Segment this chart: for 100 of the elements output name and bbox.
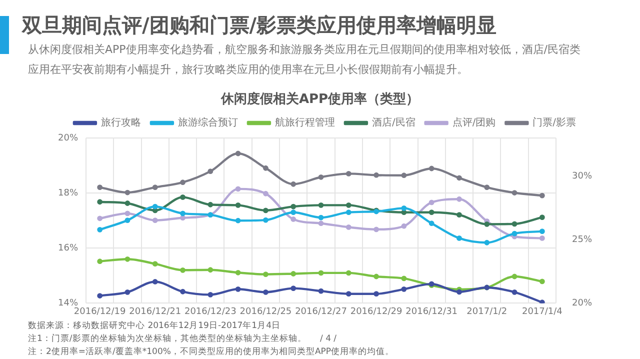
text: 休闲度假相关APP使用率（类型）: [220, 90, 420, 108]
point: [152, 204, 158, 210]
x-tick-label: 2016/12/31: [406, 306, 458, 317]
point: [180, 180, 186, 186]
legend-label: 酒店/民宿: [372, 116, 416, 129]
x-tick-label: 2017/1/2: [466, 306, 508, 317]
point: [124, 218, 130, 224]
y2-tick-label: 25%: [572, 235, 592, 246]
legend-label: 航旅行程管理: [274, 116, 335, 129]
point: [208, 202, 214, 208]
point: [290, 210, 296, 216]
point: [428, 210, 434, 216]
legend-label: 点评/团购: [452, 116, 496, 129]
point: [401, 172, 407, 178]
point: [152, 261, 158, 267]
point: [539, 278, 545, 284]
point: [208, 168, 214, 174]
point: [124, 210, 130, 216]
text: / 4 /: [320, 334, 337, 344]
y2-tick-label: 20%: [572, 298, 592, 309]
point: [124, 200, 130, 206]
y-tick-label: 18%: [58, 188, 78, 198]
point: [152, 279, 158, 284]
point: [318, 270, 324, 276]
point: [318, 214, 324, 220]
point: [512, 190, 518, 196]
point: [484, 221, 490, 227]
point: [318, 288, 324, 294]
x-tick-label: 2016/12/23: [184, 306, 236, 317]
point: [290, 216, 296, 222]
point: [484, 240, 490, 246]
point: [97, 258, 103, 264]
legend-label: 门票/影票: [532, 116, 576, 129]
y-tick-label: 16%: [58, 243, 78, 254]
point: [346, 171, 352, 176]
point: [484, 184, 490, 190]
point: [180, 210, 186, 216]
point: [512, 230, 518, 236]
point: [346, 224, 352, 230]
source-note: 数据来源：移动数据研究中心 2016年12月19日-2017年1月4日: [28, 321, 280, 331]
point: [318, 202, 324, 208]
point: [346, 202, 352, 208]
point: [235, 202, 241, 208]
point: [512, 221, 518, 227]
text: 注：2使用率=活跃率/覆盖率*100%，不同类型应用的使用率为相同类型APP使用率的均值。: [28, 347, 394, 357]
point: [346, 291, 352, 297]
point: [401, 223, 407, 229]
point: [124, 289, 130, 295]
point: [263, 272, 268, 277]
point: [97, 226, 103, 232]
point: [235, 218, 241, 224]
point: [235, 286, 241, 292]
legend-label: 旅游综合预订: [178, 116, 238, 129]
point: [428, 220, 434, 226]
point: [374, 172, 379, 178]
point: [401, 206, 407, 211]
point: [428, 200, 434, 206]
point: [539, 192, 545, 198]
point: [512, 289, 518, 295]
point: [263, 289, 268, 295]
x-tick-label: 2016/12/19: [74, 306, 126, 317]
point: [401, 286, 407, 292]
point: [456, 289, 462, 295]
point: [456, 175, 462, 181]
point: [290, 204, 296, 210]
point: [539, 236, 545, 241]
point: [208, 267, 214, 273]
x-tick-label: 2016/12/27: [295, 306, 347, 317]
y2-tick-label: 30%: [572, 171, 592, 182]
point: [374, 291, 379, 297]
point: [235, 186, 241, 192]
point: [263, 165, 268, 171]
point: [428, 166, 434, 172]
point: [263, 208, 268, 214]
point: [235, 150, 241, 156]
point: [456, 212, 462, 218]
x-tick-label: 2017/1/4: [522, 306, 563, 317]
point: [180, 215, 186, 221]
chart-subtitle: 从休闲度假相关APP使用率变化趋势看，航空服务和旅游服务类应用在元旦假期间的使用率相对较低，酒店/民宿类应用在平安夜前期有小幅提升，旅行攻略类应用的使用率在元旦小长假假期前有小幅提升。: [28, 42, 582, 78]
point: [401, 210, 407, 216]
point: [539, 214, 545, 220]
point: [374, 226, 379, 232]
point: [97, 293, 103, 298]
point: [152, 184, 158, 190]
point: [290, 286, 296, 292]
point: [263, 217, 268, 223]
point: [318, 174, 324, 180]
point: [290, 271, 296, 276]
point: [152, 218, 158, 224]
point: [401, 276, 407, 282]
point: [456, 196, 462, 202]
point: [124, 190, 130, 196]
point: [97, 199, 103, 205]
point: [180, 194, 186, 200]
point: [208, 292, 214, 298]
x-tick-label: 2016/12/29: [350, 306, 403, 317]
x-tick-label: 2016/12/21: [129, 306, 182, 317]
point: [124, 256, 130, 262]
point: [97, 216, 103, 222]
point: [456, 236, 462, 241]
